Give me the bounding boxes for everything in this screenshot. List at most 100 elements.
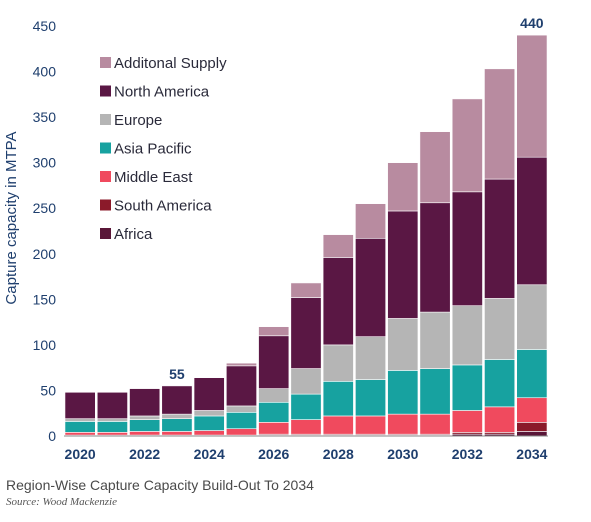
y-tick-label: 300	[33, 155, 57, 171]
bar-segment	[355, 203, 386, 239]
bar-segment	[516, 397, 548, 423]
x-tick-label: 2034	[516, 446, 547, 462]
bar-segment	[258, 401, 290, 423]
bar-segment	[322, 234, 354, 258]
bar-segment	[161, 418, 193, 432]
bar-segment	[129, 419, 161, 432]
bar-segment	[419, 202, 451, 313]
bar-segment	[226, 365, 257, 407]
bar-segment	[129, 388, 161, 417]
bar-segment	[387, 318, 419, 371]
bar-segment	[161, 385, 193, 415]
bar-segment	[226, 405, 257, 413]
chart-caption: Region-Wise Capture Capacity Build-Out T…	[6, 477, 314, 493]
legend-swatch	[100, 85, 111, 97]
y-tick-label: 150	[33, 291, 57, 307]
chart-source: Source: Wood Mackenzie	[6, 496, 117, 508]
legend-swatch	[100, 171, 111, 182]
legend-entry: Africa	[114, 226, 153, 243]
bar-segment	[516, 156, 548, 286]
bar-segment	[64, 391, 96, 419]
bar-segment	[129, 431, 161, 436]
y-tick-label: 450	[33, 18, 57, 34]
bar-segment	[258, 422, 290, 435]
bar-segment	[290, 419, 322, 435]
bar-segment	[64, 421, 96, 433]
total-label: 55	[169, 366, 185, 382]
bar-segment	[387, 370, 419, 415]
bar-segment	[258, 326, 290, 337]
bar-segment	[226, 362, 257, 367]
bar-segment	[516, 349, 548, 399]
x-tick-label: 2026	[258, 446, 289, 462]
bar-segment	[226, 428, 257, 436]
bar-segment	[322, 415, 354, 435]
x-tick-label: 2032	[452, 446, 483, 462]
bar-segment	[419, 413, 451, 435]
legend-swatch	[100, 142, 111, 154]
bar-segment	[451, 305, 483, 366]
x-tick-label: 2020	[65, 446, 96, 462]
bar-segment	[322, 344, 354, 382]
bar-segment	[193, 377, 225, 411]
bar-segment	[96, 391, 128, 419]
bar-segment	[64, 418, 96, 422]
bar-segment	[64, 432, 96, 436]
x-tick-label: 2024	[194, 446, 225, 462]
x-tick-label: 2022	[129, 446, 160, 462]
legend-swatch	[100, 57, 111, 68]
bar-segment	[355, 415, 386, 435]
y-tick-label: 50	[40, 382, 56, 398]
bar-segment	[96, 432, 128, 436]
y-tick-label: 0	[48, 428, 56, 444]
legend-entry: Additonal Supply	[114, 55, 227, 72]
bar-segment	[226, 412, 257, 430]
total-label: 440	[520, 15, 544, 31]
bar-segment	[290, 393, 322, 420]
bar-segment	[322, 381, 354, 417]
bar-segment	[451, 410, 483, 433]
legend-swatch	[100, 114, 111, 125]
bar-segment	[355, 336, 386, 380]
y-tick-label: 350	[33, 109, 57, 125]
y-tick-label: 200	[33, 246, 57, 262]
legend-entry: Middle East	[114, 169, 193, 186]
bar-segment	[322, 257, 354, 346]
bar-segment	[387, 162, 419, 212]
legend-entry: Asia Pacific	[114, 141, 192, 158]
bar-segment	[129, 415, 161, 420]
bar-segment	[451, 98, 483, 193]
bar-segment	[419, 131, 451, 204]
bar-segment	[484, 298, 516, 360]
bar-segment	[484, 406, 516, 433]
bar-segment	[290, 368, 322, 395]
bar-segment	[258, 388, 290, 403]
stacked-bar-chart: 0 50 100 150 200 250 300 350 400 450 2020 2022 2024 2…	[3, 15, 548, 462]
legend-entry: South America	[114, 198, 212, 215]
bar-segment	[387, 413, 419, 435]
y-tick-label: 100	[33, 337, 57, 353]
bar-segment	[419, 311, 451, 369]
legend-swatch	[100, 228, 111, 239]
bar-segment	[516, 34, 548, 158]
bar-segment	[451, 191, 483, 307]
bar-segment	[193, 415, 225, 431]
bar-segment	[258, 335, 290, 389]
y-tick-label: 400	[33, 64, 57, 80]
bar-segment	[161, 431, 193, 436]
bar-segment	[355, 237, 386, 337]
legend-entry: North America	[114, 84, 210, 101]
bar-segment	[484, 68, 516, 180]
x-tick-label: 2030	[387, 446, 418, 462]
y-axis-label: Capture capacity in MTPA	[3, 131, 20, 304]
bar-segment	[290, 297, 322, 369]
bar-segment	[516, 431, 548, 437]
bar-segment	[419, 368, 451, 415]
bar-segment	[484, 359, 516, 408]
legend-entry: Europe	[114, 112, 162, 129]
bar-segment	[516, 422, 548, 432]
bar-segment	[193, 410, 225, 417]
bar-segment	[161, 413, 193, 419]
bar-segment	[516, 284, 548, 350]
bar-segment	[96, 421, 128, 433]
